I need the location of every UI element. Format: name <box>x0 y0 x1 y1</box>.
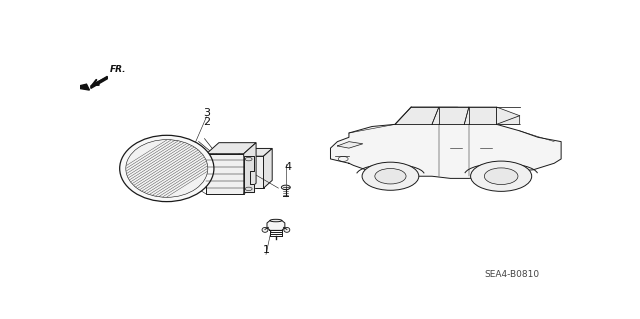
Polygon shape <box>330 107 561 178</box>
Ellipse shape <box>120 135 214 202</box>
Text: 2: 2 <box>203 117 210 127</box>
Polygon shape <box>267 220 285 230</box>
Polygon shape <box>236 148 272 156</box>
Text: 4: 4 <box>285 162 292 172</box>
Ellipse shape <box>126 140 208 197</box>
Circle shape <box>362 162 419 190</box>
Polygon shape <box>91 76 108 88</box>
Circle shape <box>470 161 532 191</box>
Ellipse shape <box>262 227 268 232</box>
Polygon shape <box>207 143 256 154</box>
Polygon shape <box>464 107 497 124</box>
Polygon shape <box>264 148 272 188</box>
Polygon shape <box>432 107 469 124</box>
Circle shape <box>375 168 406 184</box>
Ellipse shape <box>270 219 282 222</box>
Bar <box>207 154 244 194</box>
Polygon shape <box>497 107 520 124</box>
Text: FR.: FR. <box>110 65 126 74</box>
Circle shape <box>282 185 291 189</box>
Polygon shape <box>244 156 253 192</box>
Polygon shape <box>337 142 363 148</box>
Polygon shape <box>244 143 256 194</box>
Text: 3: 3 <box>203 108 210 118</box>
Polygon shape <box>395 107 439 124</box>
Polygon shape <box>79 84 90 90</box>
Circle shape <box>484 168 518 185</box>
Text: 1: 1 <box>262 245 269 255</box>
Ellipse shape <box>284 227 290 232</box>
Bar <box>236 156 264 188</box>
Text: SEA4-B0810: SEA4-B0810 <box>484 270 539 278</box>
